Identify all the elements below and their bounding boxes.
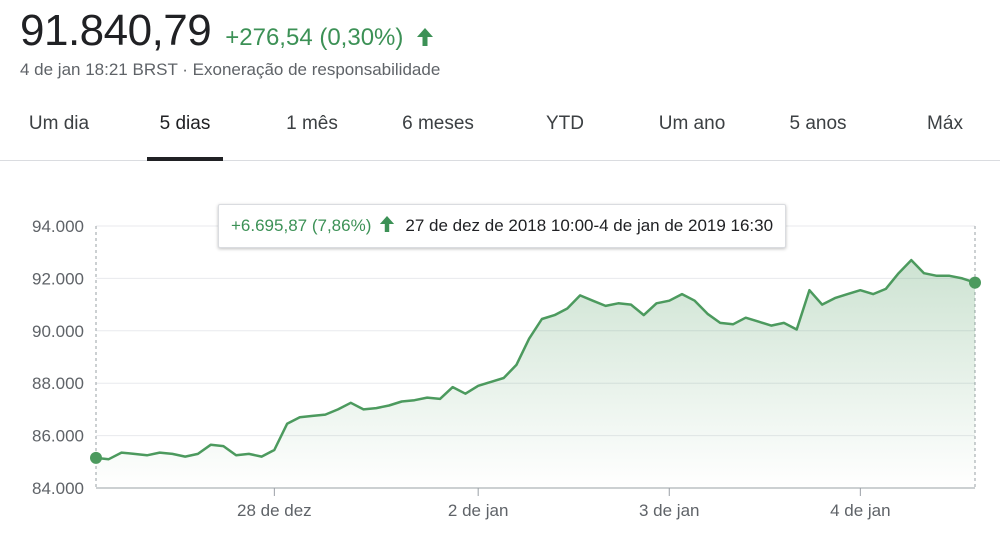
- price-line: [95, 258, 976, 461]
- tab-max[interactable]: Máx: [927, 113, 963, 134]
- x-tick-label: 4 de jan: [830, 501, 891, 520]
- range-tabs: Um dia 5 dias 1 mês 6 meses YTD Um ano 5…: [0, 100, 1000, 161]
- y-tick-label: 94.000: [32, 217, 84, 236]
- price-area: [96, 260, 975, 488]
- tab-one-year[interactable]: Um ano: [658, 113, 726, 134]
- tab-six-months[interactable]: 6 meses: [402, 113, 474, 134]
- tab-five-days[interactable]: 5 dias: [147, 100, 223, 161]
- quote-timestamp: 4 de jan 18:21 BRST: [20, 60, 178, 79]
- arrow-up-icon: [416, 26, 434, 54]
- price-change-value: +276,54 (0,30%): [225, 24, 404, 51]
- price-chart[interactable]: 84.000 86.000 88.000 90.000 92.000 94.000 28 …: [0, 160, 1000, 544]
- y-tick-label: 92.000: [32, 269, 84, 288]
- y-tick-label: 86.000: [32, 427, 84, 446]
- separator-dot: ·: [182, 60, 188, 79]
- y-tick-label: 90.000: [32, 322, 84, 341]
- tab-one-day[interactable]: Um dia: [28, 113, 90, 134]
- active-tab-indicator: [147, 157, 223, 161]
- quote-header: 91.840,79 +276,54 (0,30%) 4 de jan 18:21…: [20, 6, 440, 80]
- y-axis: 84.000 86.000 88.000 90.000 92.000 94.000: [32, 217, 84, 498]
- tab-five-years[interactable]: 5 anos: [789, 113, 847, 134]
- tooltip-range: 27 de dez de 2018 10:00-4 de jan de 2019…: [405, 216, 774, 235]
- arrow-up-icon: [379, 215, 395, 238]
- price-row: 91.840,79 +276,54 (0,30%): [20, 6, 440, 56]
- price-change: +276,54 (0,30%): [225, 24, 434, 54]
- x-axis: 28 de dez 2 de jan 3 de jan 4 de jan: [237, 488, 891, 520]
- tooltip-change: +6.695,87 (7,86%): [231, 216, 372, 235]
- range-end-point[interactable]: [969, 276, 981, 289]
- range-tooltip: +6.695,87 (7,86%) 27 de dez de 2018 10:0…: [218, 204, 787, 248]
- tab-ytd[interactable]: YTD: [546, 113, 584, 134]
- x-tick-label: 2 de jan: [448, 501, 509, 520]
- quote-subline: 4 de jan 18:21 BRST · Exoneração de resp…: [20, 60, 440, 80]
- tab-one-month[interactable]: 1 mês: [286, 113, 338, 134]
- x-tick-label: 28 de dez: [237, 501, 312, 520]
- y-tick-label: 88.000: [32, 374, 84, 393]
- x-tick-label: 3 de jan: [639, 501, 700, 520]
- current-price: 91.840,79: [20, 6, 212, 55]
- y-tick-label: 84.000: [32, 479, 84, 498]
- range-start-point[interactable]: [90, 451, 102, 464]
- disclaimer-link[interactable]: Exoneração de responsabilidade: [192, 60, 441, 79]
